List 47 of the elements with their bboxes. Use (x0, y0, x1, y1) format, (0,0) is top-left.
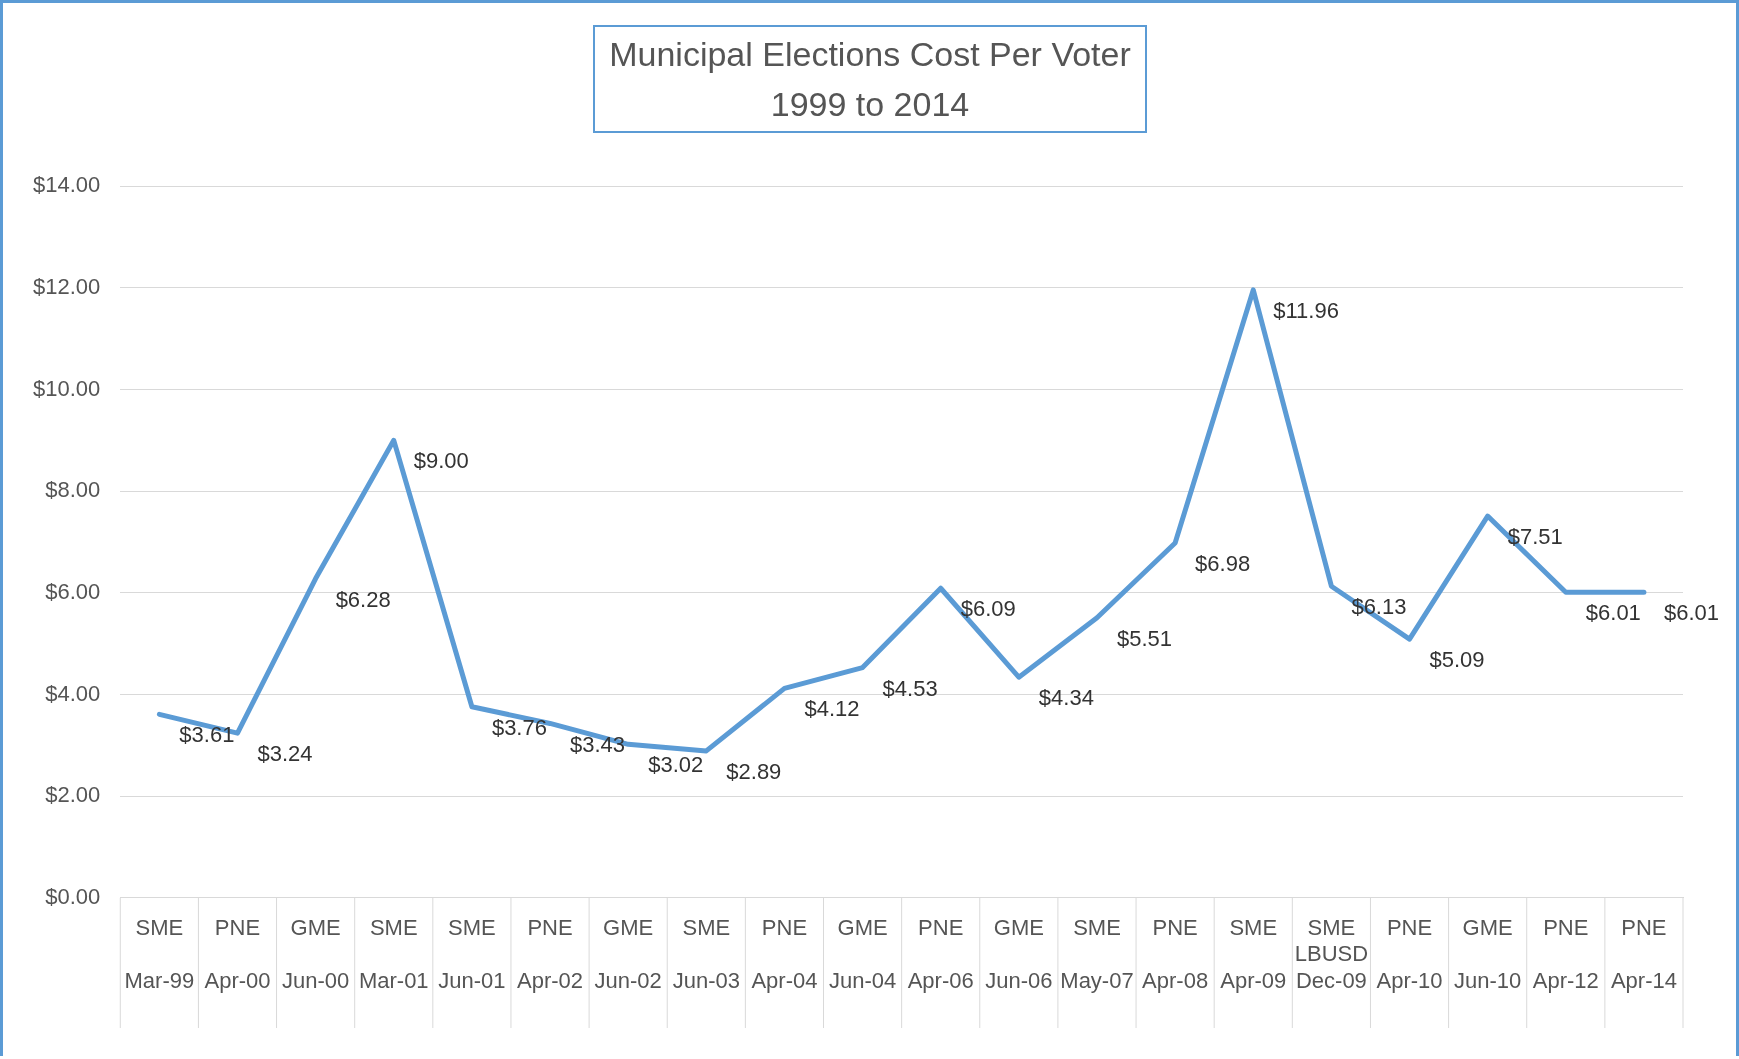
category-label: PNE Apr-06 (907, 915, 974, 993)
category-label: PNE Apr-04 (751, 915, 818, 993)
y-tick-label: $10.00 (32, 375, 101, 401)
category-label: SME May-07 (1060, 915, 1134, 993)
y-tick-label: $6.00 (45, 578, 101, 604)
data-label: $3.02 (648, 752, 704, 778)
category-label: GME Jun-00 (281, 915, 350, 993)
y-tick-label: $4.00 (45, 680, 101, 706)
data-label: $3.24 (257, 741, 313, 767)
data-label: $9.00 (413, 448, 469, 474)
y-tick-label: $2.00 (45, 782, 101, 808)
category-label: SME Mar-01 (358, 915, 429, 993)
category-label: GME Jun-06 (985, 915, 1053, 993)
category-label: PNE Apr-12 (1532, 915, 1599, 993)
category-label: PNE Apr-02 (517, 915, 584, 993)
category-label: SME Mar-99 (124, 915, 195, 993)
data-label: $2.89 (726, 758, 782, 784)
category-label: SME Apr-09 (1220, 915, 1287, 993)
category-label: PNE Apr-00 (204, 915, 271, 993)
data-label: $3.61 (179, 722, 235, 748)
category-label: GME Jun-10 (1454, 915, 1522, 993)
data-label: $3.43 (570, 731, 626, 757)
data-label: $6.98 (1195, 551, 1251, 577)
category-label: GME Jun-02 (594, 915, 662, 993)
data-label: $4.34 (1038, 685, 1094, 711)
data-label: $6.09 (960, 596, 1016, 622)
data-label: $6.01 (1585, 600, 1641, 626)
data-label: $6.28 (335, 586, 391, 612)
data-label: $3.76 (491, 714, 547, 740)
category-label: SME Jun-01 (438, 915, 506, 993)
data-label: $11.96 (1273, 297, 1339, 323)
y-tick-label: $14.00 (32, 172, 101, 198)
y-tick-label: $0.00 (45, 883, 101, 909)
x-tick-label: SME LBUSD Dec-09 (1294, 915, 1369, 993)
category-label: PNE Apr-10 (1376, 915, 1443, 993)
y-tick-label: $8.00 (45, 477, 101, 503)
data-label: $4.12 (804, 696, 860, 722)
data-label: $4.53 (882, 675, 938, 701)
data-label: $5.51 (1116, 625, 1173, 651)
data-label: $6.01 (1663, 600, 1719, 626)
data-label: $5.09 (1429, 647, 1485, 673)
category-label: PNE Apr-14 (1610, 915, 1677, 993)
chart-title: Municipal Elections Cost Per Voter 1999 to 2014 (593, 25, 1147, 133)
category-label: PNE Apr-08 (1142, 915, 1209, 993)
category-label: SME Jun-03 (672, 915, 740, 993)
category-label: GME Jun-04 (828, 915, 897, 993)
y-tick-label: $12.00 (32, 273, 101, 299)
